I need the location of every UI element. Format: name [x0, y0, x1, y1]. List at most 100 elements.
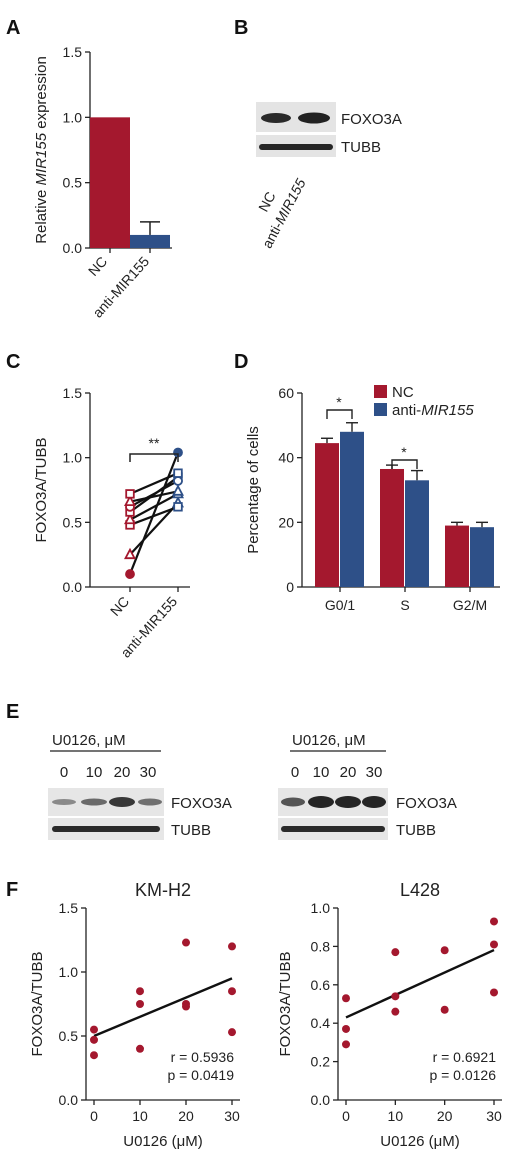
significance-bracket: [391, 459, 418, 469]
x-tick-label: 30: [224, 1108, 240, 1124]
data-point: [228, 1028, 236, 1037]
y-tick-label: 0.0: [63, 240, 83, 256]
bar: [445, 525, 469, 587]
band: [281, 826, 385, 832]
panel-f-left-chart: KM-H2 0.0 0.5 1.0 1.5 0 10 20 30 r = 0.5936 p = 0.…: [29, 880, 240, 1150]
p-value: p = 0.0126: [429, 1067, 496, 1083]
x-tick-label: NC: [85, 253, 110, 279]
band: [308, 796, 334, 808]
y-tick-label: 1.0: [59, 964, 79, 980]
y-axis-title: FOXO3A/TUBB: [29, 951, 46, 1056]
data-point: [391, 948, 400, 957]
x-axis-title: U0126 (μM): [380, 1133, 460, 1150]
bar: [340, 431, 364, 587]
y-axis-title: FOXO3A/TUBB: [33, 437, 50, 542]
band: [109, 797, 135, 807]
blot-label-tubb: TUBB: [341, 139, 381, 156]
bar: [315, 443, 339, 587]
y-tick-label: 1.5: [59, 900, 79, 916]
band: [362, 796, 386, 808]
blot-left-dose: 10: [86, 764, 103, 781]
bar: [380, 468, 404, 587]
data-point: [490, 940, 498, 949]
significance-bracket: [326, 409, 353, 419]
band-foxo3a-nc: [261, 113, 291, 123]
panel-label-b: B: [234, 17, 248, 39]
data-point: [228, 942, 236, 951]
pair-line: [129, 490, 179, 503]
plot-title: KM-H2: [135, 880, 191, 900]
data-point: [90, 1051, 98, 1060]
y-tick-label: 1.0: [63, 450, 83, 466]
y-tick-label: 1.5: [63, 44, 83, 60]
y-tick-label: 60: [278, 385, 294, 401]
blot-left-label-foxo3a: FOXO3A: [171, 795, 232, 812]
band: [281, 797, 305, 807]
pair-line: [129, 502, 179, 556]
bar: [470, 527, 494, 587]
panel-b-blot: FOXO3A TUBB NC anti-MIR155: [255, 102, 402, 251]
data-point: [90, 1035, 98, 1044]
x-tick-label: 30: [486, 1108, 502, 1124]
panel-f-right-chart: L428 0.0 0.2 0.4 0.6 0.8 1.0 0 10 20 30 r = 0.6921 p…: [277, 880, 502, 1150]
data-point: [391, 1007, 400, 1016]
y-tick-label: 0.0: [59, 1092, 79, 1108]
y-tick-label: 0.0: [63, 579, 83, 595]
blot-left-dose: 20: [114, 764, 131, 781]
blot-right-dose: 0: [291, 764, 299, 781]
point-anti: [172, 484, 184, 496]
y-tick-label: 0.4: [311, 1015, 331, 1031]
panel-label-f: F: [6, 879, 18, 901]
x-tick-label: 0: [90, 1108, 98, 1124]
x-tick-label: 20: [437, 1108, 453, 1124]
point-anti: [173, 476, 183, 486]
panel-label-c: C: [6, 351, 20, 373]
r-value: r = 0.6921: [433, 1049, 497, 1065]
x-tick-label: 10: [388, 1108, 404, 1124]
pair-line: [129, 472, 179, 495]
data-point: [391, 992, 400, 1001]
blot-right: U0126, μM 0 10 20 30 FOXO3A TUBB: [278, 732, 457, 840]
y-tick-label: 0.5: [59, 1028, 79, 1044]
data-point: [342, 1040, 350, 1049]
point-nc: [124, 494, 136, 507]
data-point: [182, 938, 190, 947]
data-point: [490, 917, 498, 926]
x-axis-title: U0126 (μM): [123, 1133, 203, 1150]
x-tick-label: S: [400, 597, 409, 613]
blot-right-dose: 20: [340, 764, 357, 781]
panel-label-a: A: [6, 17, 20, 39]
y-axis-title: FOXO3A/TUBB: [277, 951, 294, 1056]
x-tick-label: G2/M: [453, 597, 487, 613]
data-point: [440, 946, 449, 955]
bar: [90, 117, 130, 248]
band-tubb: [259, 144, 333, 150]
y-tick-label: 1.5: [63, 385, 83, 401]
data-point: [342, 1024, 350, 1033]
x-tick-label: NC: [107, 593, 132, 619]
band: [52, 826, 160, 832]
data-point: [136, 1000, 144, 1008]
y-tick-label: 20: [278, 514, 294, 530]
r-value: r = 0.5936: [171, 1049, 235, 1065]
blot-label-foxo3a: FOXO3A: [341, 111, 402, 128]
fit-line: [93, 977, 233, 1038]
pair-line: [129, 505, 179, 526]
legend-swatch-nc: [374, 385, 387, 398]
blot-left-dose: 0: [60, 764, 68, 781]
blot-right-treatment: U0126, μM: [292, 732, 366, 749]
bar: [130, 234, 170, 248]
data-point: [490, 988, 498, 997]
y-tick-label: 0.2: [311, 1054, 331, 1070]
data-point: [342, 994, 350, 1003]
y-tick-label: 0.8: [311, 938, 331, 954]
pair-line: [129, 479, 179, 508]
blot-right-dose: 30: [366, 764, 383, 781]
band: [138, 798, 162, 806]
panel-label-d: D: [234, 351, 248, 373]
significance-label: *: [336, 394, 342, 410]
x-tick-label: 0: [342, 1108, 350, 1124]
